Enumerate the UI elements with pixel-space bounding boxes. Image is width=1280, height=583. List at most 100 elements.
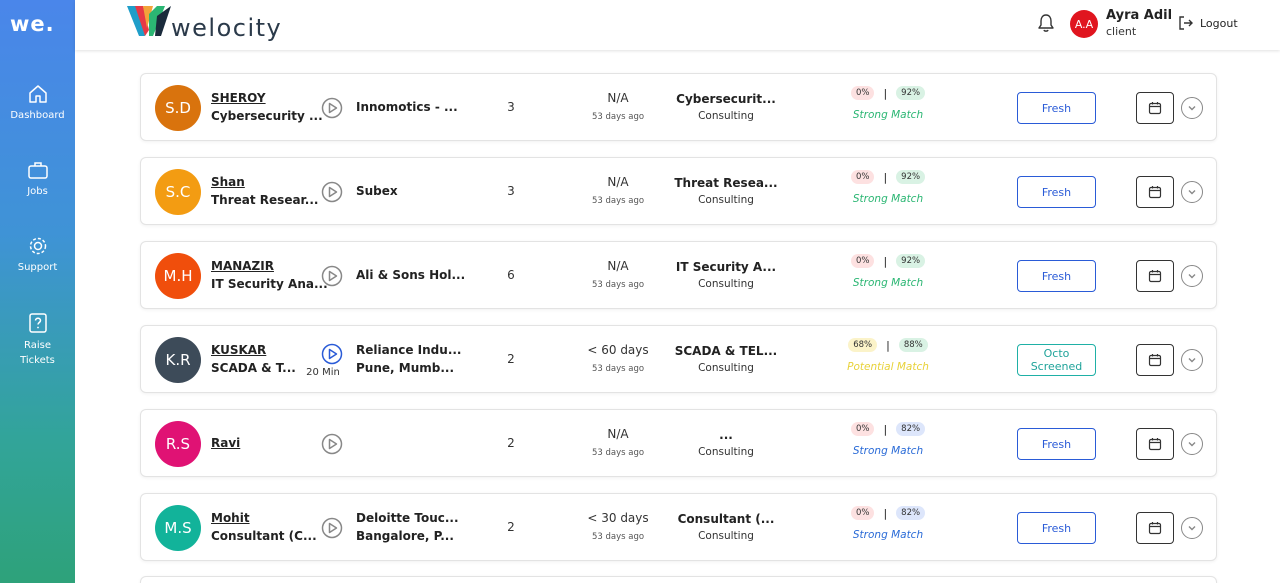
play-video-icon[interactable] <box>321 181 343 203</box>
candidate-company: Ali & Sons Hol... <box>356 268 466 282</box>
candidate-location: Bangalore, P... <box>356 529 454 543</box>
calendar-icon <box>1148 186 1162 199</box>
job-title: Cybersecurit... <box>676 92 776 106</box>
user-role: client <box>1106 25 1137 38</box>
sidebar-item-raise-tickets[interactable]: Raise Tickets <box>0 312 75 368</box>
sidebar-item-label: Jobs <box>27 186 48 197</box>
status-button[interactable]: Fresh <box>1017 428 1096 460</box>
job-type: Consulting <box>698 446 754 458</box>
experience-count: 2 <box>507 520 515 534</box>
calendar-icon <box>1148 354 1162 367</box>
candidate-name-link[interactable]: Shan <box>211 175 245 189</box>
candidate-name-link[interactable]: SHEROY <box>211 91 266 105</box>
calendar-icon <box>1148 522 1162 535</box>
score-separator: | <box>883 422 888 436</box>
chevron-down-icon <box>1188 442 1196 447</box>
job-type: Consulting <box>698 278 754 290</box>
schedule-button[interactable] <box>1136 428 1174 460</box>
candidate-name-link[interactable]: MANAZIR <box>211 259 274 273</box>
score-separator: | <box>886 338 890 352</box>
briefcase-icon <box>27 162 48 179</box>
experience-count: 6 <box>507 268 515 282</box>
candidate-card[interactable]: M.H MANAZIR IT Security Ana... Ali & Sons H… <box>140 241 1217 309</box>
match-scores: 0% | 92% <box>847 254 929 268</box>
candidate-name-link[interactable]: Ravi <box>211 436 241 450</box>
gear-icon <box>29 237 46 255</box>
match-label: Potential Match <box>847 361 929 373</box>
expand-button[interactable] <box>1181 265 1203 287</box>
expand-button[interactable] <box>1181 349 1203 371</box>
match-scores: 68% | 88% <box>847 338 929 352</box>
job-title: Consultant (... <box>677 512 775 526</box>
candidate-card[interactable]: S.C Shan Threat Resear... Subex 3 N/A 53 days … <box>140 157 1217 225</box>
match-label: Strong Match <box>852 529 924 541</box>
applied-ago: 53 days ago <box>591 196 645 206</box>
experience-count: 2 <box>507 352 515 366</box>
score-badge-secondary: 82% <box>896 422 926 436</box>
logout-button[interactable]: Logout <box>1178 15 1238 31</box>
play-video-icon[interactable] <box>321 97 343 119</box>
sidebar-logo: we. <box>10 12 55 36</box>
play-video-icon[interactable] <box>321 265 343 287</box>
candidate-avatar: S.D <box>155 85 201 131</box>
brand-logo-mark[interactable] <box>127 6 171 42</box>
candidate-card[interactable]: K.R KUSKAR SCADA & T... 20 Min Reliance Indu… <box>140 325 1217 393</box>
expand-button[interactable] <box>1181 433 1203 455</box>
play-video-icon[interactable] <box>321 343 343 365</box>
candidate-card[interactable]: R.S Ravi 2 N/A 53 days ago... Consulting 0% | 82… <box>140 409 1217 477</box>
applied-ago: 53 days ago <box>591 112 645 122</box>
play-video-icon[interactable] <box>321 517 343 539</box>
match-scores: 0% | 82% <box>847 422 929 436</box>
top-header: welocity A.A Ayra Adil client Logout <box>75 0 1280 50</box>
schedule-button[interactable] <box>1136 512 1174 544</box>
score-separator: | <box>883 254 888 268</box>
candidate-avatar: M.S <box>155 505 201 551</box>
applied-ago: 53 days ago <box>591 448 645 458</box>
sidebar-item-jobs[interactable]: Jobs <box>0 160 75 199</box>
candidate-card[interactable]: S.D SHEROY Cybersecurity ... Innomotics - .… <box>140 73 1217 141</box>
match-scores: 0% | 92% <box>847 170 929 184</box>
candidate-company: Reliance Indu... <box>356 343 462 357</box>
job-type: Consulting <box>698 362 754 374</box>
schedule-button[interactable] <box>1136 260 1174 292</box>
sidebar-item-support[interactable]: Support <box>0 236 75 275</box>
logout-icon <box>1179 16 1193 30</box>
status-label: Octo <box>1043 347 1070 360</box>
score-badge-secondary: 82% <box>896 506 926 520</box>
candidate-role: IT Security Ana... <box>211 277 328 291</box>
score-badge-primary: 68% <box>848 338 878 352</box>
match-label: Strong Match <box>852 109 924 121</box>
experience-count: 3 <box>507 100 515 114</box>
status-button[interactable]: Octo Screened <box>1017 344 1096 376</box>
schedule-button[interactable] <box>1136 176 1174 208</box>
calendar-icon <box>1148 102 1162 115</box>
status-button[interactable]: Fresh <box>1017 92 1096 124</box>
status-button[interactable]: Fresh <box>1017 512 1096 544</box>
match-scores: 0% | 82% <box>847 506 929 520</box>
bell-icon[interactable] <box>1037 13 1055 33</box>
logout-label: Logout <box>1200 16 1238 30</box>
chevron-down-icon <box>1188 274 1196 279</box>
user-name: Ayra Adil <box>1106 8 1173 23</box>
sidebar-item-label: Dashboard <box>10 110 65 121</box>
job-type: Consulting <box>698 194 754 206</box>
status-button[interactable]: Fresh <box>1017 260 1096 292</box>
expand-button[interactable] <box>1181 517 1203 539</box>
job-title: ... <box>719 428 733 442</box>
candidate-name-link[interactable]: Mohit <box>211 511 250 525</box>
brand-name: welocity <box>171 14 283 42</box>
chevron-down-icon <box>1188 106 1196 111</box>
status-button[interactable]: Fresh <box>1017 176 1096 208</box>
schedule-button[interactable] <box>1136 344 1174 376</box>
applied-ago: 53 days ago <box>591 364 645 374</box>
expand-button[interactable] <box>1181 97 1203 119</box>
sidebar: we. Dashboard Jobs Support Raise Tickets <box>0 0 75 583</box>
sidebar-item-dashboard[interactable]: Dashboard <box>0 84 75 123</box>
user-avatar[interactable]: A.A <box>1070 10 1098 38</box>
score-separator: | <box>883 86 888 100</box>
candidate-card[interactable]: M.S Mohit Consultant (C... Deloitte Touc...… <box>140 493 1217 561</box>
expand-button[interactable] <box>1181 181 1203 203</box>
schedule-button[interactable] <box>1136 92 1174 124</box>
play-video-icon[interactable] <box>321 433 343 455</box>
candidate-name-link[interactable]: KUSKAR <box>211 343 267 357</box>
